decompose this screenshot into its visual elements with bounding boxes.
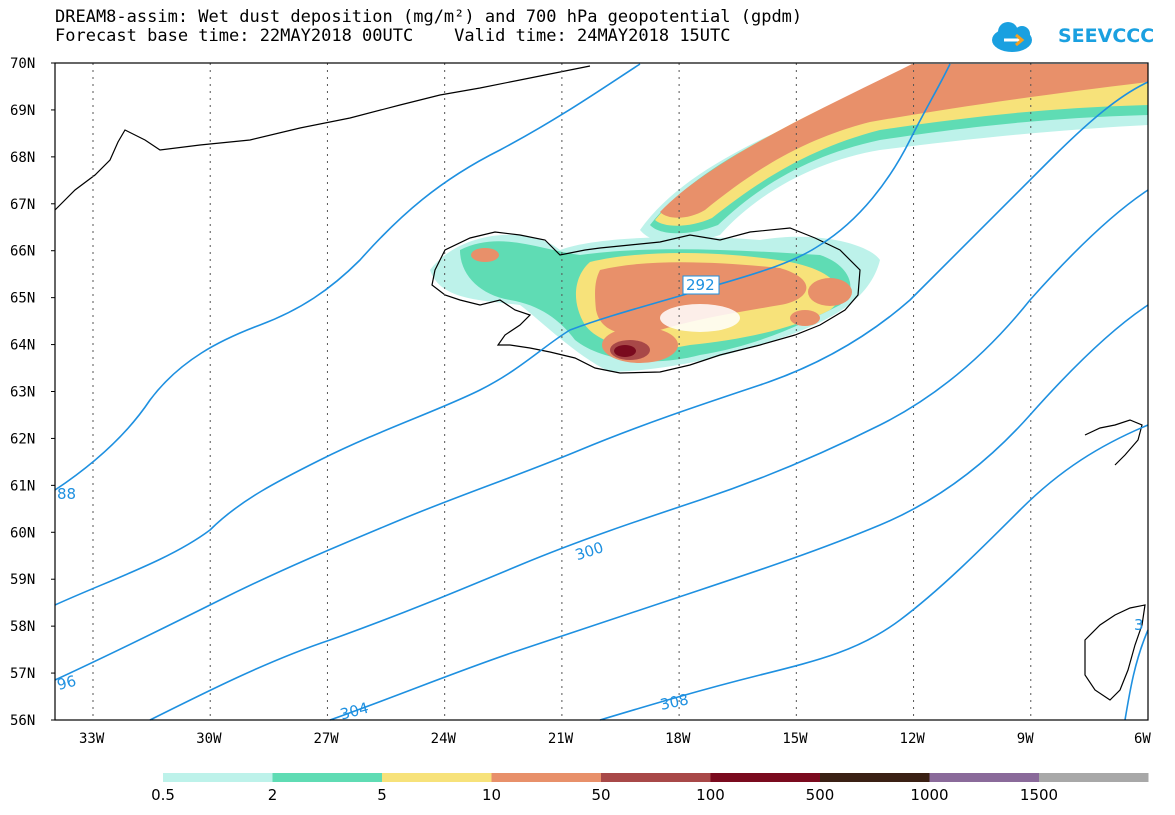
chart-title-line-2: Forecast base time: 22MAY2018 00UTC Vali… <box>55 26 731 46</box>
seevccc-cloud-logo-icon <box>992 22 1032 52</box>
longitude-labels: 33W 30W 27W 24W 21W 18W 15W 12W 9W 6W <box>79 731 1151 747</box>
coastlines <box>54 65 1146 701</box>
legend-label: 5 <box>377 786 387 804</box>
legend-label: 2 <box>268 786 278 804</box>
legend-swatch <box>382 773 492 782</box>
legend-label: 1000 <box>910 786 948 804</box>
lat-label-70N: 70N <box>10 56 35 72</box>
dust-plume <box>640 64 1148 244</box>
lat-label-64N: 64N <box>10 338 35 354</box>
legend-swatch <box>601 773 711 782</box>
lat-label-67N: 67N <box>10 197 35 213</box>
legend-label: 100 <box>696 786 725 804</box>
lon-label-15W: 15W <box>782 731 808 747</box>
latitude-labels: 70N 69N 68N 67N 66N 65N 64N 63N 62N 61N 60N 59N 58N 5… <box>10 56 55 729</box>
legend-label: 50 <box>591 786 610 804</box>
lon-label-27W: 27W <box>313 731 339 747</box>
lon-label-24W: 24W <box>431 731 457 747</box>
contour-label-88: 88 <box>57 485 76 503</box>
lat-label-68N: 68N <box>10 150 35 166</box>
lon-label-21W: 21W <box>548 731 574 747</box>
lat-label-58N: 58N <box>10 619 35 635</box>
lon-label-33W: 33W <box>79 731 105 747</box>
lat-label-61N: 61N <box>10 478 35 494</box>
map-plot-area: 292 300 304 308 88 96 3 <box>54 62 1149 724</box>
legend-label: 10 <box>482 786 501 804</box>
contour-label-308: 308 <box>658 690 690 714</box>
graticule <box>92 63 1032 720</box>
legend-label: 0.5 <box>151 786 175 804</box>
legend-swatch <box>163 773 273 782</box>
legend-swatch <box>491 773 601 782</box>
legend-swatch <box>1039 773 1149 782</box>
lat-label-69N: 69N <box>10 103 35 119</box>
contour-label-3: 3 <box>1134 616 1144 634</box>
color-legend: 0.5 2 5 10 50 100 500 1000 1500 <box>151 773 1149 804</box>
lat-label-60N: 60N <box>10 525 35 541</box>
chart-title-line-1: DREAM8-assim: Wet dust deposition (mg/m²… <box>55 7 803 27</box>
lat-label-62N: 62N <box>10 431 35 447</box>
legend-swatch <box>929 773 1039 782</box>
legend-swatch <box>820 773 930 782</box>
lon-label-9W: 9W <box>1017 731 1034 747</box>
legend-label: 500 <box>806 786 835 804</box>
logo-text: SEEVCCC <box>1058 25 1155 47</box>
legend-label: 1500 <box>1020 786 1058 804</box>
contour-label-292: 292 <box>686 276 715 294</box>
lon-label-6W: 6W <box>1134 731 1151 747</box>
legend-swatch <box>272 773 382 782</box>
lat-label-56N: 56N <box>10 713 35 729</box>
geopotential-contours <box>54 63 1149 721</box>
lat-label-63N: 63N <box>10 385 35 401</box>
lon-label-30W: 30W <box>196 731 222 747</box>
lat-label-57N: 57N <box>10 666 35 682</box>
contour-label-96: 96 <box>55 672 78 694</box>
lon-label-18W: 18W <box>665 731 691 747</box>
lat-label-59N: 59N <box>10 572 35 588</box>
lat-label-65N: 65N <box>10 291 35 307</box>
legend-swatch <box>710 773 820 782</box>
lat-label-66N: 66N <box>10 244 35 260</box>
lon-label-12W: 12W <box>900 731 926 747</box>
